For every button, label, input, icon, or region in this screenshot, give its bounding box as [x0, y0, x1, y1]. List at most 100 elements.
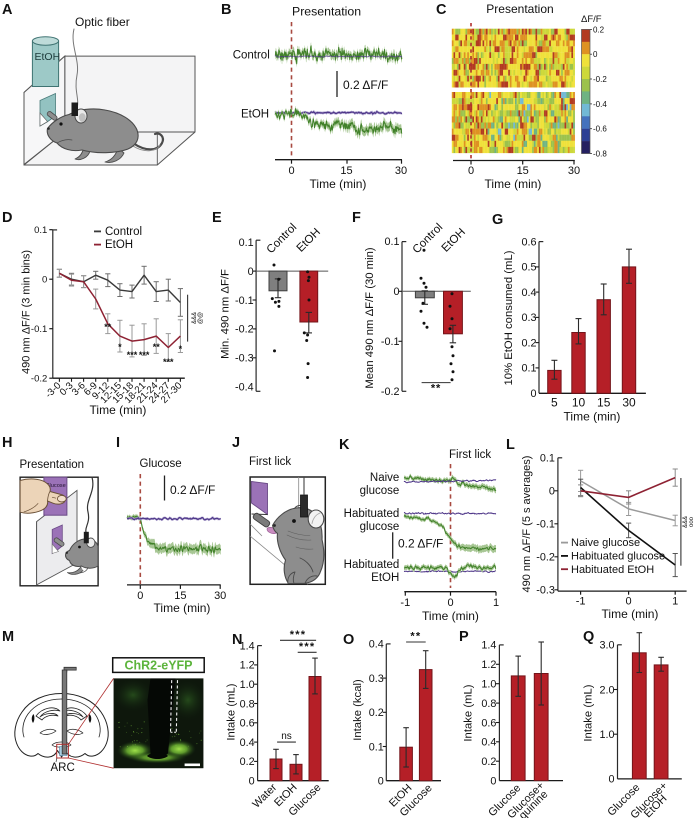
svg-text:First lick: First lick — [249, 456, 291, 468]
svg-text:Time (min): Time (min) — [154, 601, 211, 615]
svg-text:**: ** — [104, 322, 112, 332]
svg-text:-0.4: -0.4 — [593, 100, 607, 109]
svg-text:B: B — [221, 2, 231, 18]
svg-text:P: P — [459, 629, 469, 645]
svg-text:-1: -1 — [400, 597, 410, 609]
svg-text:G: G — [492, 212, 503, 228]
svg-text:-0.2: -0.2 — [536, 552, 555, 564]
svg-text:0.1: 0.1 — [369, 741, 384, 753]
svg-text:1.0: 1.0 — [240, 679, 255, 691]
svg-text:Time (min): Time (min) — [310, 177, 367, 191]
svg-text:1.2: 1.2 — [481, 659, 496, 671]
svg-text:K: K — [339, 437, 350, 453]
svg-text:Mean 490 nm ΔF/F (30 min): Mean 490 nm ΔF/F (30 min) — [364, 247, 376, 389]
svg-text:-0.1: -0.1 — [381, 336, 400, 348]
svg-text:1.2: 1.2 — [240, 660, 255, 672]
svg-text:0: 0 — [42, 274, 47, 285]
svg-text:glucose: glucose — [360, 485, 400, 497]
svg-text:I: I — [116, 435, 120, 451]
svg-text:0.1: 0.1 — [34, 225, 47, 236]
svg-text:***: *** — [139, 350, 150, 360]
svg-text:0.4: 0.4 — [369, 639, 384, 651]
svg-text:0.1: 0.1 — [239, 237, 254, 249]
svg-text:1.4: 1.4 — [481, 640, 496, 652]
svg-text:0: 0 — [626, 596, 632, 608]
svg-text:30: 30 — [395, 165, 407, 177]
svg-text:Intake (mL): Intake (mL) — [583, 684, 595, 741]
svg-text:Habituated EtOH: Habituated EtOH — [571, 564, 654, 576]
svg-text:-0.2: -0.2 — [235, 324, 254, 336]
svg-text:15: 15 — [340, 165, 352, 177]
svg-text:0.4: 0.4 — [240, 737, 255, 749]
svg-text:-0.2: -0.2 — [593, 75, 607, 84]
svg-text:-0.6: -0.6 — [593, 125, 607, 134]
svg-text:1: 1 — [672, 596, 678, 608]
svg-text:0: 0 — [490, 775, 496, 787]
svg-text:Glucose: Glucose — [140, 458, 182, 470]
svg-text:-0.1: -0.1 — [31, 324, 47, 335]
svg-text:0.2 ΔF/F: 0.2 ΔF/F — [170, 483, 215, 497]
svg-text:Habituated: Habituated — [344, 508, 400, 520]
svg-text:Time (min): Time (min) — [485, 177, 542, 191]
svg-text:L: L — [506, 437, 515, 453]
svg-text:First lick: First lick — [449, 449, 491, 461]
svg-text:ChR2-eYFP: ChR2-eYFP — [124, 658, 192, 672]
svg-text:***: *** — [290, 629, 306, 641]
svg-text:ns: ns — [281, 731, 292, 742]
svg-text:0.1: 0.1 — [384, 236, 399, 248]
svg-text:Presentation: Presentation — [20, 459, 85, 471]
svg-text:30: 30 — [622, 396, 636, 410]
svg-text:ooo: ooo — [689, 516, 695, 527]
svg-text:ΔF/F: ΔF/F — [581, 14, 602, 25]
svg-text:15: 15 — [597, 396, 611, 410]
svg-text:Presentation: Presentation — [292, 4, 361, 18]
svg-text:0.2: 0.2 — [369, 707, 384, 719]
svg-text:&&&: &&& — [683, 516, 689, 528]
svg-text:glucose: glucose — [360, 521, 400, 533]
svg-text:*: * — [118, 342, 122, 352]
svg-text:0.6: 0.6 — [240, 718, 255, 730]
svg-text:EtOH: EtOH — [105, 239, 133, 251]
svg-text:***: *** — [299, 641, 315, 653]
svg-text:1.0: 1.0 — [481, 679, 496, 691]
svg-text:0.4: 0.4 — [481, 737, 496, 749]
svg-text:J: J — [232, 435, 240, 451]
svg-text:1.4: 1.4 — [240, 640, 255, 652]
svg-text:Naive: Naive — [370, 472, 399, 484]
svg-text:C: C — [436, 2, 447, 18]
svg-text:0: 0 — [530, 388, 536, 400]
svg-text:Time (min): Time (min) — [422, 609, 479, 623]
svg-text:0: 0 — [549, 486, 555, 498]
svg-text:-0.3: -0.3 — [536, 585, 555, 597]
svg-text:10% EtOH consumed (mL): 10% EtOH consumed (mL) — [503, 250, 515, 385]
svg-text:0.3: 0.3 — [369, 673, 384, 685]
svg-text:**: ** — [153, 342, 161, 352]
svg-text:&&&: &&& — [192, 312, 198, 324]
svg-text:Presentation: Presentation — [486, 2, 553, 16]
svg-text:0.2 ΔF/F: 0.2 ΔF/F — [398, 537, 443, 551]
svg-text:EtOH: EtOH — [241, 109, 269, 121]
svg-text:*: * — [179, 344, 183, 354]
svg-text:5: 5 — [551, 396, 558, 410]
svg-text:H: H — [2, 435, 12, 451]
svg-text:Min. 490 nm ΔF/F: Min. 490 nm ΔF/F — [220, 269, 232, 359]
svg-text:10: 10 — [572, 396, 586, 410]
svg-text:Time (min): Time (min) — [602, 607, 659, 621]
svg-text:Control: Control — [233, 50, 270, 62]
svg-text:0: 0 — [593, 50, 598, 59]
svg-text:-0.2: -0.2 — [381, 386, 400, 398]
svg-text:0: 0 — [447, 597, 453, 609]
svg-text:490 nm ΔF/F (3 min bins): 490 nm ΔF/F (3 min bins) — [21, 250, 33, 374]
svg-text:30: 30 — [568, 165, 580, 177]
svg-text:Time (min): Time (min) — [90, 403, 147, 417]
svg-text:-0.2: -0.2 — [31, 373, 47, 384]
svg-text:0: 0 — [288, 165, 294, 177]
svg-text:Naive glucose: Naive glucose — [571, 537, 640, 549]
svg-text:15: 15 — [517, 165, 529, 177]
svg-text:0.2: 0.2 — [593, 25, 605, 34]
svg-text:0: 0 — [393, 286, 399, 298]
svg-text:1: 1 — [493, 597, 499, 609]
svg-text:-0.1: -0.1 — [235, 295, 254, 307]
svg-text:E: E — [212, 210, 222, 226]
svg-text:ARC: ARC — [51, 762, 75, 774]
